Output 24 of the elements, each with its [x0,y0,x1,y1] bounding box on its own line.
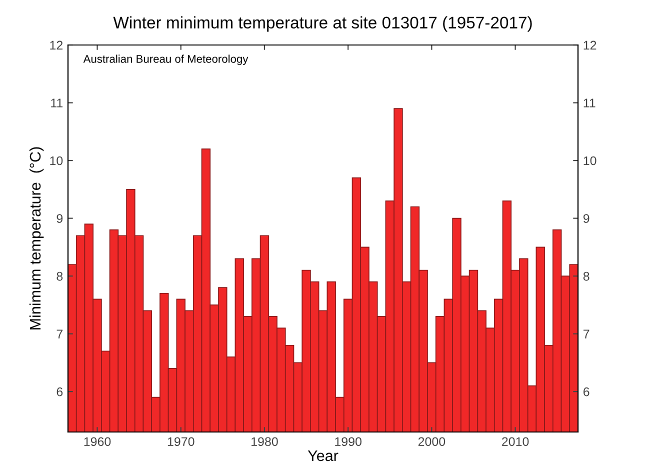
y-tick-label: 9 [56,214,63,223]
y2-tick-label: 9 [583,214,590,223]
y-tick-label: 7 [56,330,63,338]
y-tick-label: 12 [50,40,63,50]
y2-tick-label: 10 [584,156,596,166]
x-tick-label: 1970 [168,437,194,446]
y2-tick-label: 8 [583,272,590,281]
y2-tick-label: 7 [584,330,590,338]
x-tick-label: 2010 [502,437,529,446]
chart-title: Winter minimum temperature at site 013017 (1957-2017) [113,16,532,32]
y-tick-label: 11 [51,98,63,108]
x-axis-title: Year [308,450,338,462]
y-tick-label: 10 [50,156,63,166]
x-tick-label: 2000 [418,437,446,446]
y-tick-label: 6 [56,387,63,396]
y-tick-label: 8 [56,272,63,281]
x-tick-label: 1980 [252,437,278,446]
y-axis-title: Minimum temperature (°C) [29,147,44,330]
annotation: Australian Bureau of Meteorology [83,54,248,66]
x-tick-label: 1960 [84,437,111,446]
y2-tick-label: 11 [584,98,596,108]
y2-tick-label: 6 [583,387,590,396]
x-tick-label: 1990 [335,437,362,446]
y2-tick-label: 12 [584,40,596,50]
